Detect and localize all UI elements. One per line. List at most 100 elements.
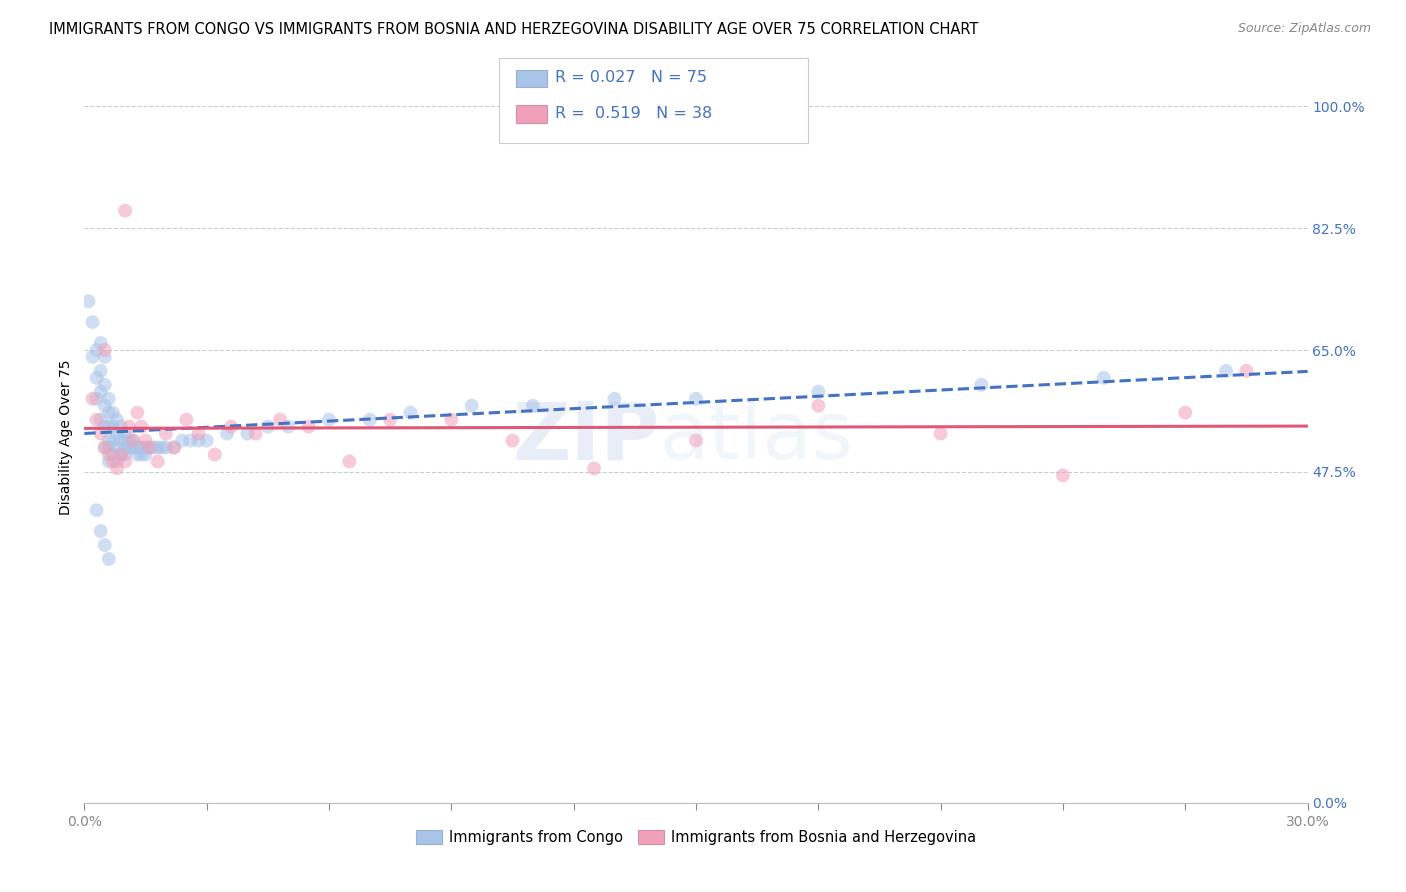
Point [131, 419, 153, 434]
Point [110, 419, 132, 434]
Point [101, 406, 124, 420]
Point [101, 434, 124, 448]
Point [583, 461, 606, 475]
Point [93, 441, 115, 455]
Point [86, 412, 108, 426]
Point [82, 315, 104, 329]
Point [90, 412, 112, 426]
Point [1052, 468, 1074, 483]
Point [163, 441, 186, 455]
Point [110, 448, 132, 462]
Point [603, 392, 626, 406]
Point [93, 419, 115, 434]
Point [86, 392, 108, 406]
Point [127, 406, 149, 420]
Point [245, 426, 267, 441]
Point [131, 448, 153, 462]
Point [93, 343, 115, 357]
Point [114, 441, 136, 455]
Point [105, 412, 128, 426]
Point [90, 524, 112, 538]
Point [101, 448, 124, 462]
Point [105, 441, 128, 455]
Point [90, 336, 112, 351]
Point [298, 419, 321, 434]
Point [929, 426, 952, 441]
Text: Source: ZipAtlas.com: Source: ZipAtlas.com [1237, 22, 1371, 36]
Point [93, 399, 115, 413]
Point [146, 454, 169, 468]
Point [269, 412, 291, 426]
Point [86, 503, 108, 517]
Point [86, 371, 108, 385]
Point [135, 441, 157, 455]
Point [114, 454, 136, 468]
Point [118, 434, 141, 448]
Point [807, 384, 830, 399]
Point [277, 419, 299, 434]
Text: R = 0.027   N = 75: R = 0.027 N = 75 [555, 70, 707, 85]
Text: ZIP: ZIP [512, 398, 659, 476]
Point [118, 441, 141, 455]
Point [195, 434, 218, 448]
Point [150, 441, 173, 455]
Point [93, 377, 115, 392]
Point [219, 419, 242, 434]
Y-axis label: Disability Age Over 75: Disability Age Over 75 [59, 359, 73, 515]
Point [90, 426, 112, 441]
Point [77, 294, 100, 309]
Point [114, 448, 136, 462]
Point [135, 448, 157, 462]
Point [187, 426, 209, 441]
Point [1215, 364, 1237, 378]
Point [155, 441, 177, 455]
Point [142, 441, 165, 455]
Point [359, 412, 381, 426]
Point [114, 426, 136, 441]
Point [187, 434, 209, 448]
Point [114, 434, 136, 448]
Point [163, 441, 186, 455]
Point [122, 434, 145, 448]
Point [93, 350, 115, 364]
Point [97, 441, 120, 455]
Point [135, 434, 157, 448]
Point [440, 412, 463, 426]
Point [110, 434, 132, 448]
Point [138, 441, 160, 455]
Point [97, 434, 120, 448]
Point [172, 434, 194, 448]
Point [97, 448, 120, 462]
Point [807, 399, 830, 413]
Point [236, 426, 259, 441]
Point [97, 454, 120, 468]
Point [114, 203, 136, 218]
Text: IMMIGRANTS FROM CONGO VS IMMIGRANTS FROM BOSNIA AND HERZEGOVINA DISABILITY AGE O: IMMIGRANTS FROM CONGO VS IMMIGRANTS FROM… [49, 22, 979, 37]
Text: R =  0.519   N = 38: R = 0.519 N = 38 [555, 106, 713, 120]
Point [685, 392, 707, 406]
Point [105, 461, 128, 475]
Point [122, 441, 145, 455]
Legend: Immigrants from Congo, Immigrants from Bosnia and Herzegovina: Immigrants from Congo, Immigrants from B… [409, 823, 983, 850]
Point [502, 434, 524, 448]
Point [127, 441, 149, 455]
Point [380, 412, 402, 426]
Point [318, 412, 340, 426]
Point [93, 538, 115, 552]
Point [110, 448, 132, 462]
Point [399, 406, 422, 420]
Point [138, 441, 160, 455]
Point [93, 441, 115, 455]
Point [146, 441, 169, 455]
Point [204, 448, 226, 462]
Point [97, 406, 120, 420]
Point [131, 441, 153, 455]
Point [155, 426, 177, 441]
Point [101, 454, 124, 468]
Point [90, 384, 112, 399]
Point [257, 419, 280, 434]
Point [122, 434, 145, 448]
Point [1092, 371, 1115, 385]
Point [82, 392, 104, 406]
Point [174, 412, 197, 426]
